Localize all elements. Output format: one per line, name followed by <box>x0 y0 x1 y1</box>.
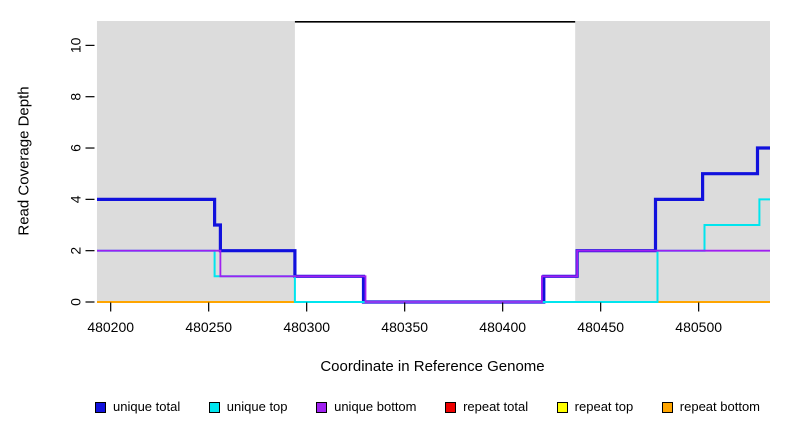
x-tick-label: 480350 <box>381 319 428 335</box>
legend-swatch-unique-top <box>208 401 220 413</box>
repeat-region-left <box>96 21 295 302</box>
x-tick-label: 480500 <box>675 319 722 335</box>
legend-label: unique total <box>113 399 181 414</box>
series-line-unique-total <box>97 146 770 304</box>
legend-swatch-repeat-total <box>445 401 457 413</box>
legend-item-unique-bottom: unique bottom <box>316 399 417 414</box>
x-tick-label: 480200 <box>87 319 134 335</box>
repeat-region-right <box>575 21 770 302</box>
plot-area: 480200 480250 480300 480350 480400 480450 4805… <box>68 20 770 335</box>
legend-swatch-unique-bottom <box>316 401 328 413</box>
y-tick-label: 0 <box>68 298 84 306</box>
legend-label: repeat top <box>574 399 634 414</box>
x-tick-label: 480400 <box>479 319 526 335</box>
x-tick-label: 480450 <box>577 319 624 335</box>
legend-label: repeat total <box>463 399 529 414</box>
y-tick-label: 8 <box>68 93 84 101</box>
legend-item-repeat-total: repeat total <box>445 400 528 414</box>
series-line-unique-top <box>97 198 770 303</box>
y-tick-label: 10 <box>68 37 84 53</box>
legend-label: unique bottom <box>334 399 417 414</box>
legend-item-unique-total: unique total <box>95 400 180 414</box>
y-tick-label: 2 <box>68 247 84 255</box>
x-tick-label: 480300 <box>283 319 330 335</box>
legend-swatch-repeat-bottom <box>661 401 673 413</box>
x-tick-label: 480250 <box>185 319 232 335</box>
y-tick-label: 6 <box>68 144 84 152</box>
legend-item-unique-top: unique top <box>208 399 288 414</box>
legend-label: unique top <box>226 399 288 414</box>
y-axis-title: Read Coverage Depth <box>15 86 33 236</box>
series-line-unique-bottom <box>97 249 770 303</box>
x-axis-title: Coordinate in Reference Genome <box>320 358 545 375</box>
legend-item-repeat-bottom: repeat bottom <box>661 399 760 414</box>
legend: unique total unique top unique bottom repea… <box>95 400 760 414</box>
legend-swatch-unique-total <box>95 401 106 413</box>
legend-swatch-repeat-top <box>556 401 568 413</box>
y-tick-label: 4 <box>68 195 84 203</box>
legend-label: repeat bottom <box>679 399 760 414</box>
legend-item-repeat-top: repeat top <box>556 399 634 414</box>
